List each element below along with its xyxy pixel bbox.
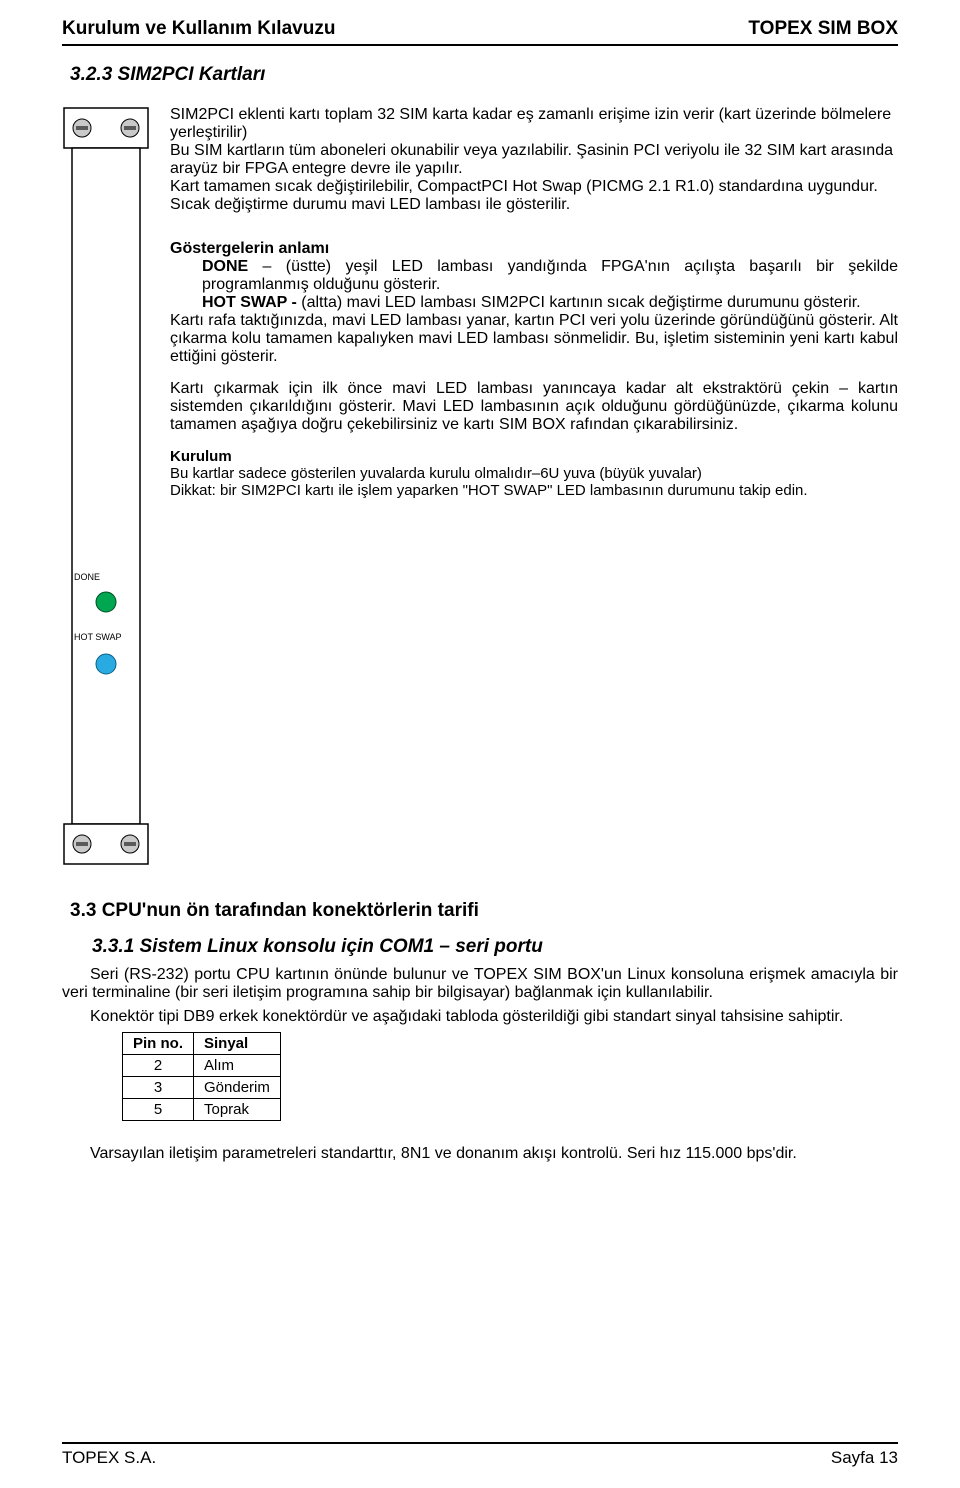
header-right: TOPEX SIM BOX bbox=[748, 18, 898, 40]
kurulum-2: Dikkat: bir SIM2PCI kartı ile işlem yapa… bbox=[170, 482, 898, 499]
th-pin: Pin no. bbox=[123, 1033, 194, 1055]
td-pin: 2 bbox=[123, 1055, 194, 1077]
svg-text:DONE: DONE bbox=[74, 572, 100, 582]
pin-table: Pin no. Sinyal 2 Alım 3 Gönderim 5 Topra… bbox=[122, 1032, 281, 1121]
heading-3-3-1: 3.3.1 Sistem Linux konsolu için COM1 – s… bbox=[92, 936, 898, 958]
page: Kurulum ve Kullanım Kılavuzu TOPEX SIM B… bbox=[0, 0, 960, 1189]
p2: Kartı rafa taktığınızda, mavi LED lambas… bbox=[170, 312, 898, 366]
td-pin: 3 bbox=[123, 1077, 194, 1099]
p33b-text: Konektör tipi DB9 erkek konektördür ve a… bbox=[90, 1008, 843, 1025]
table-row: 5 Toprak bbox=[123, 1099, 281, 1121]
gostergeler-block: Göstergelerin anlamı DONE – (üstte) yeşi… bbox=[170, 240, 898, 366]
p1b: Bu SIM kartların tüm aboneleri okunabili… bbox=[170, 142, 893, 177]
done-label: DONE bbox=[202, 258, 248, 275]
svg-text:HOT SWAP: HOT SWAP bbox=[74, 632, 122, 642]
p-last: Varsayılan iletişim parametreleri standa… bbox=[62, 1145, 898, 1163]
done-line: DONE – (üstte) yeşil LED lambası yandığı… bbox=[170, 258, 898, 294]
p1c: Kart tamamen sıcak değiştirilebilir, Com… bbox=[170, 178, 878, 213]
td-sig: Gönderim bbox=[194, 1077, 281, 1099]
section-323-title: 3.2.3 SIM2PCI Kartları bbox=[70, 64, 898, 86]
body-text: SIM2PCI eklenti kartı toplam 32 SIM kart… bbox=[170, 106, 898, 866]
td-sig: Alım bbox=[194, 1055, 281, 1077]
hotswap-line: HOT SWAP - (altta) mavi LED lambası SIM2… bbox=[170, 294, 898, 312]
p3: Kartı çıkarmak için ilk önce mavi LED la… bbox=[170, 380, 898, 434]
sim2pci-card-svg: DONE HOT SWAP bbox=[62, 106, 150, 866]
p33b: Konektör tipi DB9 erkek konektördür ve a… bbox=[62, 1008, 898, 1026]
kurulum-title: Kurulum bbox=[170, 448, 232, 465]
card-illustration: DONE HOT SWAP bbox=[62, 106, 150, 866]
table-row: 2 Alım bbox=[123, 1055, 281, 1077]
gost-title: Göstergelerin anlamı bbox=[170, 240, 329, 257]
td-pin: 5 bbox=[123, 1099, 194, 1121]
kurulum-1: Bu kartlar sadece gösterilen yuvalarda k… bbox=[170, 465, 702, 482]
page-header: Kurulum ve Kullanım Kılavuzu TOPEX SIM B… bbox=[62, 18, 898, 46]
heading-3-3: 3.3 CPU'nun ön tarafından konektörlerin … bbox=[70, 900, 898, 922]
kurulum-block: Kurulum Bu kartlar sadece gösterilen yuv… bbox=[170, 448, 898, 499]
page-footer: TOPEX S.A. Sayfa 13 bbox=[62, 1442, 898, 1468]
p33a-text: Seri (RS-232) portu CPU kartının önünde … bbox=[62, 966, 898, 1001]
header-left: Kurulum ve Kullanım Kılavuzu bbox=[62, 18, 335, 40]
content-row: DONE HOT SWAP SIM2PCI eklenti kartı topl… bbox=[62, 106, 898, 866]
p1a: SIM2PCI eklenti kartı toplam 32 SIM kart… bbox=[170, 106, 891, 141]
table-row: 3 Gönderim bbox=[123, 1077, 281, 1099]
td-sig: Toprak bbox=[194, 1099, 281, 1121]
hotswap-text: (altta) mavi LED lambası SIM2PCI kartını… bbox=[301, 294, 860, 311]
footer-left: TOPEX S.A. bbox=[62, 1448, 156, 1468]
p33a: Seri (RS-232) portu CPU kartının önünde … bbox=[62, 966, 898, 1002]
table-head-row: Pin no. Sinyal bbox=[123, 1033, 281, 1055]
para-1: SIM2PCI eklenti kartı toplam 32 SIM kart… bbox=[170, 106, 898, 214]
footer-right: Sayfa 13 bbox=[831, 1448, 898, 1468]
hotswap-label: HOT SWAP - bbox=[202, 294, 301, 311]
done-text: – (üstte) yeşil LED lambası yandığında F… bbox=[202, 258, 898, 293]
p-last-text: Varsayılan iletişim parametreleri standa… bbox=[90, 1145, 797, 1162]
th-sig: Sinyal bbox=[194, 1033, 281, 1055]
